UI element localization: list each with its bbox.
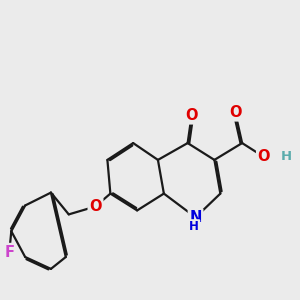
Text: O: O xyxy=(258,149,270,164)
Text: H: H xyxy=(189,220,199,233)
Text: O: O xyxy=(89,199,102,214)
Text: F: F xyxy=(4,244,14,260)
Text: O: O xyxy=(229,105,242,120)
Text: H: H xyxy=(281,150,292,164)
Text: O: O xyxy=(185,108,198,123)
Text: N: N xyxy=(189,210,202,225)
